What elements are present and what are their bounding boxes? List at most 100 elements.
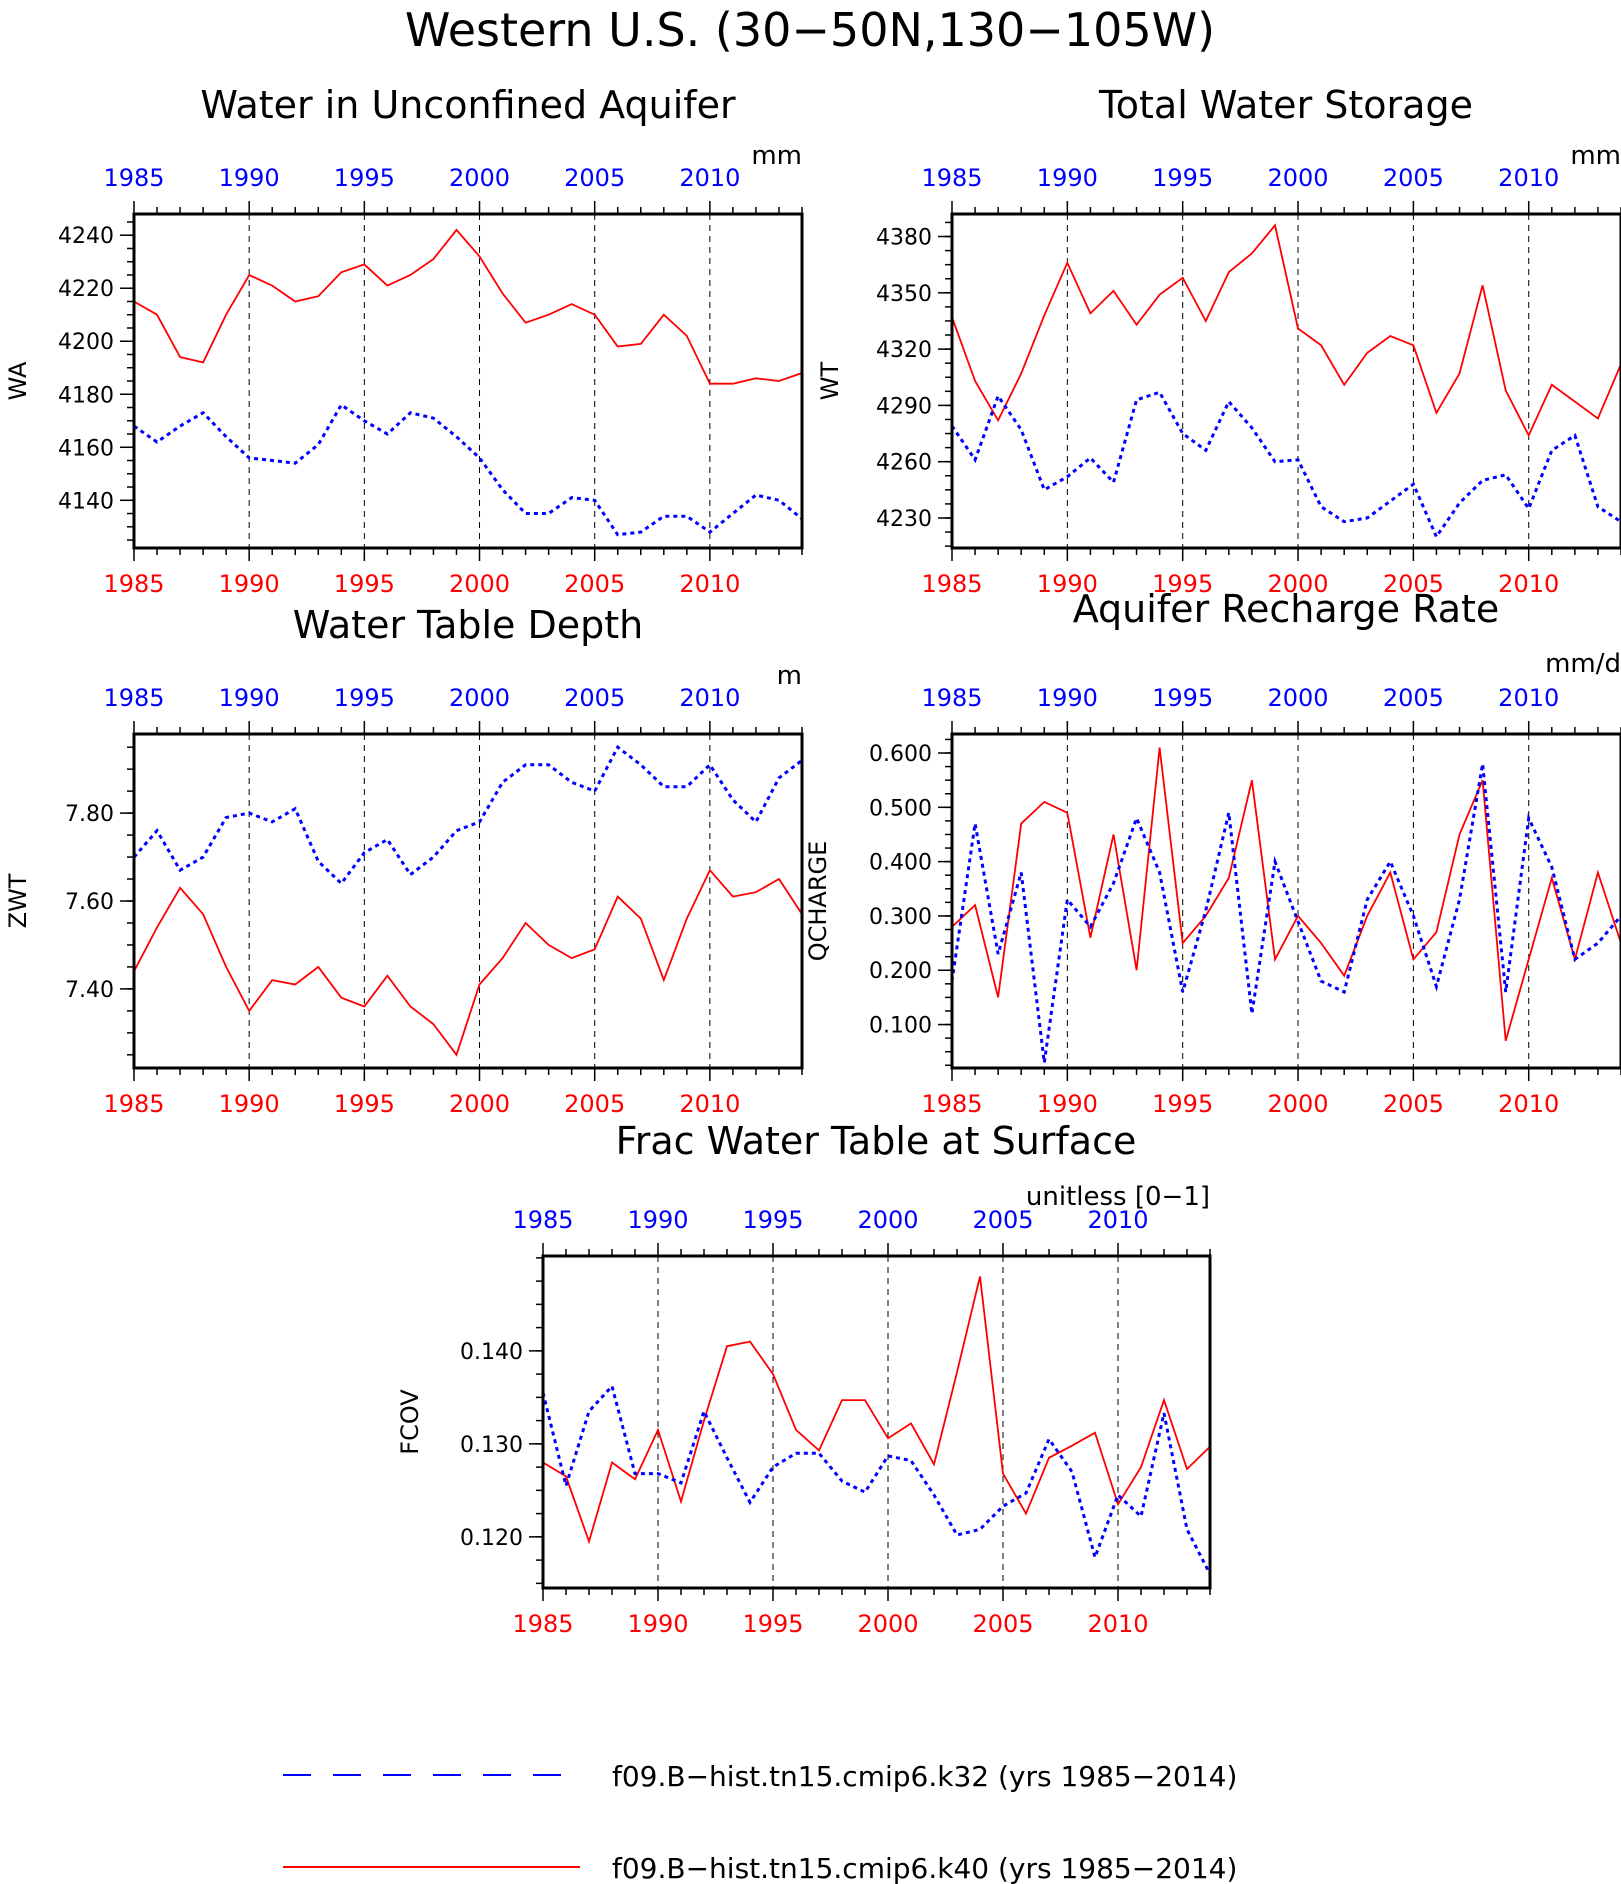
qcharge-xtick-label-bottom: 1985 xyxy=(921,1090,982,1118)
panel-wt: Total Water Storage mm WT 4230 4260 4290 4320 4… xyxy=(816,83,1621,598)
fcov-ylabel: FCOV xyxy=(396,1389,424,1455)
wa-xtick-label-bottom: 2005 xyxy=(564,570,625,598)
fcov-ytick-label: 0.130 xyxy=(460,1433,523,1458)
zwt-series-k40 xyxy=(134,868,802,1057)
qcharge-xtick-label-top: 2000 xyxy=(1267,684,1328,712)
panel-wa: Water in Unconfined Aquifer mm WA 4140 4160 4… xyxy=(4,83,804,598)
wt-ytick-label: 4260 xyxy=(876,451,932,476)
wt-ytick-label: 4230 xyxy=(876,507,932,532)
qcharge-ytick-label: 0.200 xyxy=(869,959,932,984)
zwt-plot-frame xyxy=(132,732,804,1070)
wt-xtick-label-bottom: 2005 xyxy=(1383,570,1444,598)
wa-series-k32 xyxy=(134,402,802,537)
zwt-xtick-label-top: 2005 xyxy=(564,684,625,712)
zwt-xtick-label-bottom: 1990 xyxy=(219,1090,280,1118)
fcov-title: Frac Water Table at Surface xyxy=(616,1119,1137,1163)
fcov-ytick-label: 0.120 xyxy=(460,1526,523,1551)
wt-ylabel: WT xyxy=(816,361,844,400)
wt-title: Total Water Storage xyxy=(1098,83,1473,127)
fcov-series-k32 xyxy=(543,1383,1210,1575)
qcharge-plot-frame xyxy=(950,732,1621,1070)
zwt-xtick-label-top: 1995 xyxy=(334,684,395,712)
wa-ytick-label: 4160 xyxy=(58,436,114,461)
fcov-plot-frame xyxy=(541,1254,1212,1590)
wa-ytick-label: 4180 xyxy=(58,383,114,408)
qcharge-xtick-label-bottom: 2000 xyxy=(1267,1090,1328,1118)
wt-xtick-label-top: 1990 xyxy=(1037,164,1098,192)
wt-xtick-label-bottom: 2000 xyxy=(1267,570,1328,598)
qcharge-ytick-label: 0.300 xyxy=(869,905,932,930)
zwt-xtick-label-bottom: 2010 xyxy=(679,1090,740,1118)
fcov-xtick-label-top: 1990 xyxy=(627,1206,688,1234)
wa-xtick-label-top: 1995 xyxy=(334,164,395,192)
fcov-xtick-label-bottom: 2005 xyxy=(972,1610,1033,1638)
fcov-series-k40 xyxy=(543,1276,1210,1545)
wt-ytick-label: 4320 xyxy=(876,338,932,363)
zwt-ytick-label: 7.60 xyxy=(65,890,114,915)
qcharge-ytick-label: 0.600 xyxy=(869,742,932,767)
wa-plot-frame xyxy=(132,212,804,550)
wt-ytick-label: 4350 xyxy=(876,282,932,307)
wt-ytick-label: 4290 xyxy=(876,394,932,419)
fcov-xtick-label-bottom: 2010 xyxy=(1087,1610,1148,1638)
fcov-xtick-label-bottom: 1985 xyxy=(512,1610,573,1638)
qcharge-xtick-label-bottom: 2005 xyxy=(1383,1090,1444,1118)
zwt-series-k32 xyxy=(134,744,802,886)
zwt-title: Water Table Depth xyxy=(293,603,644,647)
fcov-ytick-label: 0.140 xyxy=(460,1340,523,1365)
fcov-xtick-label-top: 2005 xyxy=(972,1206,1033,1234)
qcharge-ylabel: QCHARGE xyxy=(804,841,832,962)
qcharge-ytick-label: 0.100 xyxy=(869,1014,932,1039)
qcharge-series-k40 xyxy=(952,747,1621,1042)
fcov-xtick-label-top: 1985 xyxy=(512,1206,573,1234)
fcov-units: unitless [0−1] xyxy=(1026,1182,1210,1212)
fcov-xtick-label-bottom: 1990 xyxy=(627,1610,688,1638)
qcharge-title: Aquifer Recharge Rate xyxy=(1073,587,1500,631)
wt-series-k32 xyxy=(952,390,1621,540)
wt-xtick-label-top: 2000 xyxy=(1267,164,1328,192)
wa-xtick-label-top: 2000 xyxy=(449,164,510,192)
zwt-xtick-label-bottom: 2000 xyxy=(449,1090,510,1118)
zwt-ylabel: ZWT xyxy=(4,873,32,928)
legend-label-k32: f09.B−hist.tn15.cmip6.k32 (yrs 1985−2014… xyxy=(612,1760,1237,1793)
wa-xtick-label-bottom: 1990 xyxy=(219,570,280,598)
wt-xtick-label-bottom: 1995 xyxy=(1152,570,1213,598)
qcharge-xtick-label-top: 1990 xyxy=(1037,684,1098,712)
fcov-xtick-label-top: 1995 xyxy=(742,1206,803,1234)
wa-ylabel: WA xyxy=(4,361,32,400)
zwt-ytick-label: 7.40 xyxy=(65,978,114,1003)
fcov-xtick-label-bottom: 1995 xyxy=(742,1610,803,1638)
wa-ytick-label: 4240 xyxy=(58,224,114,249)
wt-xtick-label-bottom: 2010 xyxy=(1498,570,1559,598)
wa-units: mm xyxy=(751,141,802,171)
zwt-ytick-label: 7.80 xyxy=(65,802,114,827)
qcharge-xtick-label-bottom: 2010 xyxy=(1498,1090,1559,1118)
wa-ytick-label: 4200 xyxy=(58,330,114,355)
wt-ytick-label: 4380 xyxy=(876,226,932,251)
legend: f09.B−hist.tn15.cmip6.k32 (yrs 1985−2014… xyxy=(283,1760,1237,1884)
wt-xtick-label-top: 1985 xyxy=(921,164,982,192)
legend-label-k40: f09.B−hist.tn15.cmip6.k40 (yrs 1985−2014… xyxy=(612,1852,1237,1884)
qcharge-series-k32 xyxy=(952,763,1621,1063)
wa-xtick-label-bottom: 1985 xyxy=(103,570,164,598)
fcov-xtick-label-bottom: 2000 xyxy=(857,1610,918,1638)
wa-xtick-label-bottom: 2010 xyxy=(679,570,740,598)
wa-xtick-label-top: 1990 xyxy=(219,164,280,192)
wa-xtick-label-bottom: 2000 xyxy=(449,570,510,598)
zwt-units: m xyxy=(777,661,802,691)
wt-units: mm xyxy=(1570,141,1621,171)
wt-xtick-label-top: 2010 xyxy=(1498,164,1559,192)
wa-series-k40 xyxy=(134,228,802,385)
wa-title: Water in Unconfined Aquifer xyxy=(200,83,736,127)
wt-xtick-label-top: 2005 xyxy=(1383,164,1444,192)
qcharge-xtick-label-top: 2010 xyxy=(1498,684,1559,712)
zwt-xtick-label-top: 1990 xyxy=(219,684,280,712)
wa-xtick-label-top: 1985 xyxy=(103,164,164,192)
wt-xtick-label-top: 1995 xyxy=(1152,164,1213,192)
qcharge-xtick-label-bottom: 1995 xyxy=(1152,1090,1213,1118)
panel-zwt: Water Table Depth m ZWT 7.40 7.60 7.80 1985 198… xyxy=(4,603,804,1118)
wa-xtick-label-top: 2010 xyxy=(679,164,740,192)
wa-ytick-label: 4140 xyxy=(58,489,114,514)
wa-xtick-label-bottom: 1995 xyxy=(334,570,395,598)
